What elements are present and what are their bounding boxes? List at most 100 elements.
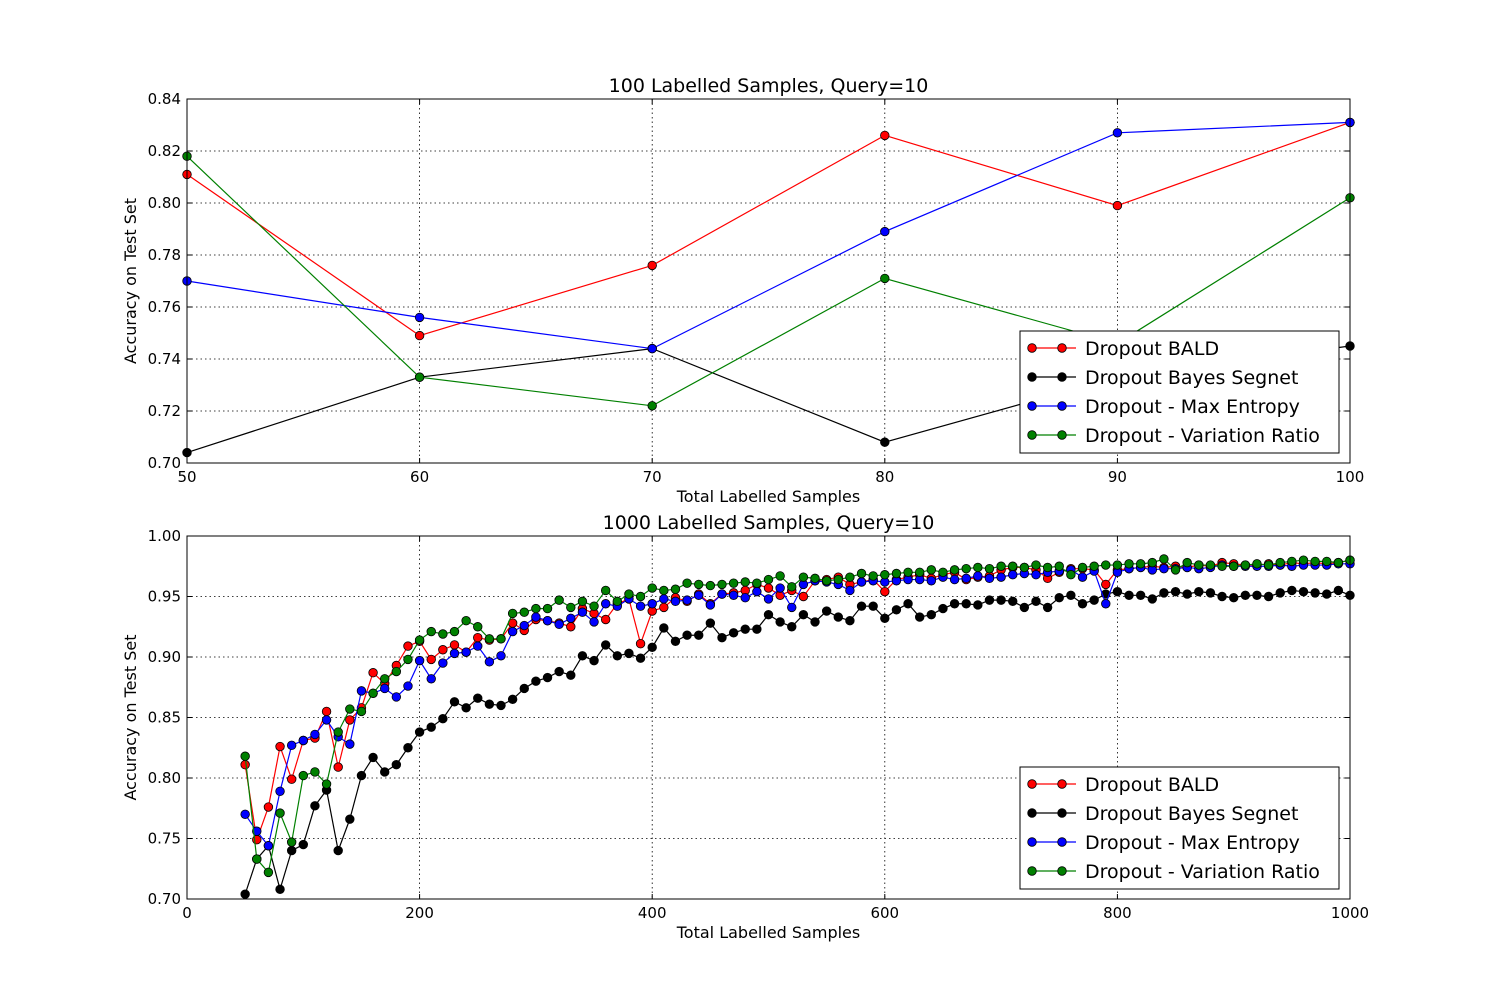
data-point [1194, 586, 1204, 597]
legend-label: Dropout Bayes Segnet [1085, 367, 1298, 389]
x-tick-label: 200 [405, 904, 434, 922]
data-point [891, 568, 902, 579]
data-point [1228, 593, 1239, 603]
series-line [186, 121, 1351, 337]
data-point [810, 573, 820, 584]
legend-marker [1057, 866, 1067, 876]
data-point [670, 584, 681, 594]
data-point [507, 694, 518, 705]
data-point [461, 703, 471, 713]
data-point [973, 600, 983, 610]
data-point [1228, 561, 1239, 571]
y-tick-label: 0.80 [148, 194, 181, 212]
series-line [186, 155, 1351, 407]
data-point [414, 635, 425, 645]
plot-frame [186, 98, 1351, 464]
data-point [880, 226, 890, 237]
data-point [275, 786, 285, 797]
data-point [659, 594, 669, 604]
data-point [356, 706, 367, 717]
data-point [1019, 602, 1030, 613]
data-point [787, 602, 797, 613]
data-point [856, 568, 867, 579]
data-point [1252, 559, 1262, 569]
data-point [1066, 570, 1076, 580]
data-point [880, 273, 890, 284]
legend-marker [1027, 343, 1037, 353]
data-point [880, 437, 890, 447]
legend-marker [1027, 430, 1037, 440]
data-point [903, 599, 913, 609]
data-point [298, 735, 309, 746]
data-point [263, 867, 274, 878]
legend: Dropout BALD Dropout Bayes Segnet Dropout … [1019, 330, 1340, 454]
data-point [1182, 557, 1192, 568]
x-axis-label: Total Labelled Samples [676, 487, 860, 506]
data-point [728, 578, 739, 588]
data-point [368, 688, 378, 699]
data-point [1101, 560, 1111, 570]
data-point [635, 601, 646, 611]
x-tick-label: 60 [410, 468, 429, 486]
data-point [996, 561, 1006, 571]
data-point [531, 603, 541, 614]
data-point [414, 330, 425, 341]
data-point [403, 641, 413, 651]
data-point [1287, 556, 1297, 567]
data-point [868, 571, 878, 581]
legend-label: Dropout - Max Entropy [1085, 832, 1300, 854]
data-point [914, 612, 925, 622]
data-point [414, 372, 425, 382]
data-point [798, 572, 809, 582]
data-point [949, 599, 960, 609]
y-axis-label: Accuracy on Test Set [121, 198, 140, 364]
data-point [845, 585, 855, 596]
data-point [542, 672, 553, 683]
data-point [810, 617, 820, 627]
data-point [973, 562, 983, 573]
data-point [321, 715, 332, 725]
data-point [286, 774, 297, 784]
data-point [1263, 591, 1274, 602]
data-point [484, 634, 495, 644]
grid [187, 99, 1350, 463]
data-point [426, 674, 436, 684]
legend-label: Dropout BALD [1085, 774, 1219, 796]
data-point [1147, 557, 1157, 568]
data-point [984, 563, 995, 574]
data-point [728, 628, 739, 638]
y-tick-label: 0.75 [148, 830, 181, 848]
data-point [1031, 570, 1041, 580]
data-point [926, 609, 937, 620]
data-point [275, 808, 285, 818]
x-tick-label: 800 [1103, 904, 1132, 922]
x-tick-label: 50 [177, 468, 196, 486]
legend-marker [1027, 401, 1037, 411]
data-point [461, 647, 471, 657]
data-point [589, 655, 599, 666]
data-point [659, 585, 669, 596]
data-point [984, 573, 995, 584]
legend: Dropout BALD Dropout Bayes Segnet Dropout … [1019, 766, 1340, 890]
data-point [787, 622, 797, 632]
data-point [298, 770, 309, 781]
legend-label: Dropout Bayes Segnet [1085, 803, 1298, 825]
data-point [1147, 594, 1157, 604]
data-point [380, 767, 390, 777]
data-point [880, 130, 890, 141]
data-point [600, 599, 611, 609]
data-point [275, 741, 285, 752]
y-tick-label: 1.00 [148, 527, 181, 545]
data-point [1182, 589, 1192, 599]
data-point [740, 593, 750, 603]
data-point [1135, 559, 1146, 569]
data-point [914, 567, 925, 578]
data-point [1159, 588, 1169, 598]
data-point [1066, 590, 1076, 600]
data-point [763, 609, 774, 620]
data-point [833, 612, 843, 622]
data-point [484, 699, 495, 709]
data-point [1263, 560, 1274, 570]
data-point [403, 654, 413, 665]
